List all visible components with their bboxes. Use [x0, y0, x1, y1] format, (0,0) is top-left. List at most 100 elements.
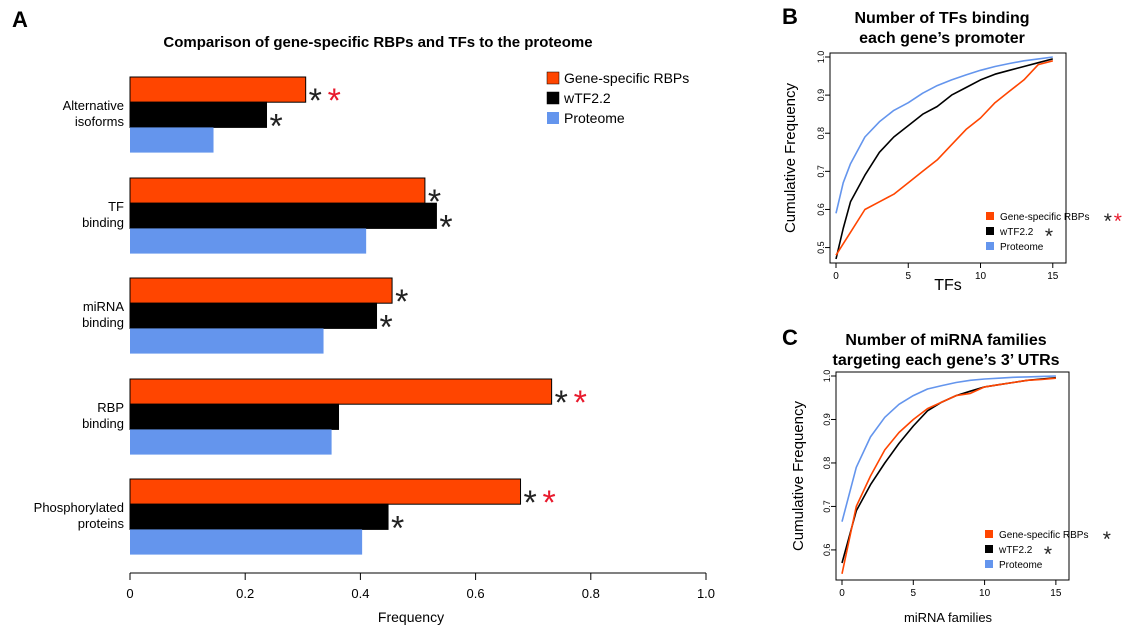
significance-star: *	[1045, 225, 1053, 248]
x-tick-label: 0	[839, 588, 845, 599]
bar	[129, 101, 268, 128]
y-tick-label: 0.9	[822, 413, 832, 426]
significance-star: *	[555, 384, 568, 422]
y-tick-label: 1.0	[816, 51, 826, 64]
bar	[129, 503, 389, 530]
legend-swatch	[986, 212, 994, 220]
bar	[129, 277, 393, 304]
chart-title: each gene’s promoter	[859, 30, 1025, 47]
x-tick-label: 0.4	[351, 586, 369, 601]
legend-label: Proteome	[1000, 242, 1044, 253]
significance-star: *	[1044, 543, 1052, 566]
bar	[129, 76, 307, 103]
legend-label: wTF2.2	[998, 545, 1033, 556]
plot-frame	[835, 371, 1070, 581]
legend-swatch	[546, 71, 560, 85]
y-tick-label: 0.6	[822, 544, 832, 557]
x-axis-label: Frequency	[378, 609, 444, 625]
category-label: TF	[108, 199, 124, 214]
bar	[129, 302, 378, 329]
red-star: *	[328, 82, 341, 120]
y-tick-label: 0.8	[816, 127, 826, 140]
category-label: proteins	[78, 516, 125, 531]
x-tick-label: 5	[905, 271, 911, 282]
x-tick-label: 0	[833, 271, 839, 282]
plot-frame	[829, 52, 1067, 264]
category-label: RBP	[97, 400, 124, 415]
legend-swatch	[546, 91, 560, 105]
legend-label: Proteome	[564, 110, 625, 126]
bar	[130, 529, 363, 555]
significance-star: *	[524, 484, 537, 522]
series-line	[841, 377, 1056, 574]
legend-swatch	[985, 545, 993, 553]
y-tick-label: 0.7	[822, 500, 832, 513]
legend-swatch	[985, 560, 993, 568]
significance-star: *	[439, 208, 452, 246]
chart-title: Comparison of gene-specific RBPs and TFs…	[163, 34, 592, 51]
x-tick-label: 1.0	[697, 586, 715, 601]
bar	[130, 127, 214, 153]
y-tick-label: 0.9	[816, 89, 826, 102]
category-label: miRNA	[83, 299, 124, 314]
x-tick-label: 10	[979, 588, 991, 599]
category-label: isoforms	[75, 114, 125, 129]
red-star: *	[1114, 210, 1122, 233]
bar	[130, 228, 367, 254]
x-tick-label: 0.6	[467, 586, 485, 601]
legend-label: wTF2.2	[563, 90, 611, 106]
significance-star: *	[1103, 528, 1111, 551]
category-label: Phosphorylated	[34, 500, 124, 515]
series-line	[835, 58, 1054, 260]
significance-star: *	[1104, 210, 1112, 233]
x-tick-label: 15	[1047, 271, 1059, 282]
panel-c: C Number of miRNA families targeting each …	[782, 325, 1111, 625]
chart-title: targeting each gene’s 3’ UTRs	[832, 352, 1059, 369]
x-axis-label: miRNA families	[904, 610, 993, 625]
x-axis-label: TFs	[934, 277, 962, 294]
panel-letter: A	[12, 7, 28, 32]
x-tick-label: 5	[911, 588, 917, 599]
x-tick-label: 0.8	[582, 586, 600, 601]
significance-star: *	[380, 308, 393, 346]
red-star: *	[574, 384, 587, 422]
x-tick-label: 0	[126, 586, 133, 601]
x-tick-label: 10	[975, 271, 987, 282]
legend-label: Gene-specific RBPs	[1000, 212, 1089, 223]
red-star: *	[543, 484, 556, 522]
legend-label: Proteome	[999, 560, 1043, 571]
legend-swatch	[985, 530, 993, 538]
legend-swatch	[986, 227, 994, 235]
y-tick-label: 0.5	[816, 241, 826, 254]
category-label: binding	[82, 416, 124, 431]
significance-star: *	[270, 107, 283, 145]
legend-swatch	[547, 112, 559, 124]
category-label: Alternative	[63, 98, 124, 113]
y-tick-label: 0.7	[816, 165, 826, 178]
y-tick-label: 0.6	[816, 203, 826, 216]
legend-label: Gene-specific RBPs	[564, 70, 689, 86]
bar	[130, 429, 332, 455]
panel-b: B Number of TFs binding each gene’s promot…	[782, 4, 1122, 294]
series-line	[835, 56, 1053, 214]
chart-title: Number of miRNA families	[845, 332, 1046, 349]
y-tick-label: 0.8	[822, 457, 832, 470]
significance-star: *	[391, 509, 404, 547]
y-axis-label: Cumulative Frequency	[790, 400, 807, 551]
significance-star: *	[309, 82, 322, 120]
panel-a: A Comparison of gene-specific RBPs and TF…	[12, 7, 715, 625]
bar	[129, 403, 340, 430]
x-tick-label: 0.2	[236, 586, 254, 601]
bar	[129, 202, 437, 229]
legend-label: wTF2.2	[999, 227, 1034, 238]
significance-star: *	[395, 283, 408, 321]
legend-label: Gene-specific RBPs	[999, 530, 1088, 541]
bar	[129, 378, 553, 405]
category-label: binding	[82, 315, 124, 330]
chart-title: Number of TFs binding	[854, 10, 1029, 27]
panel-letter: B	[782, 4, 798, 29]
bar	[130, 328, 324, 354]
category-label: binding	[82, 215, 124, 230]
y-tick-label: 1.0	[822, 370, 832, 383]
